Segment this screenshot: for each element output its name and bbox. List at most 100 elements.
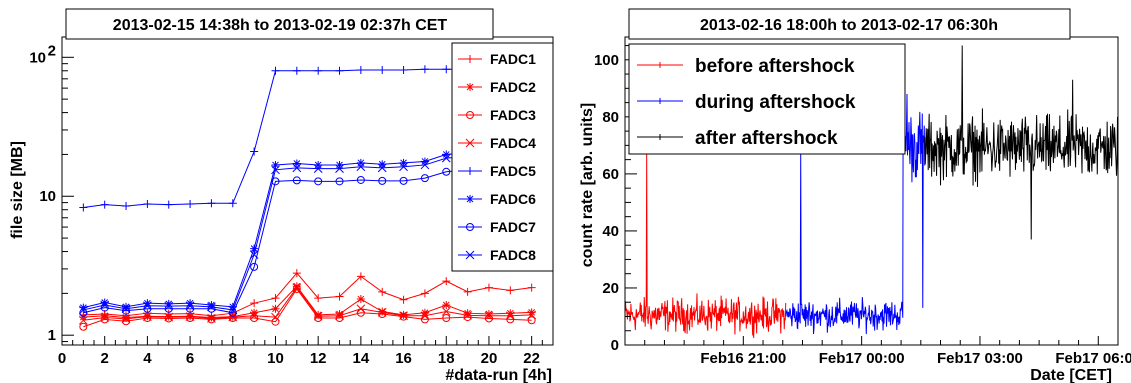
legend-label-fadc6: FADC6 [490,191,536,207]
point-fadc5-13 [335,66,344,75]
legend-marker-fadc3 [466,111,474,119]
point-fadc4-9 [249,311,259,321]
legend-label-before-aftershock: before aftershock [695,56,855,77]
y-tick-label-10: 10 [39,188,56,205]
legend-entry-fadc8: FADC8 [458,247,536,263]
point-fadc5-15 [378,66,387,75]
x-tick-label-14: 14 [353,350,370,367]
legend-marker-fadc4 [465,138,475,148]
file-size-x-axis-label: #data-run [4h] [445,367,552,383]
point-fadc4-3 [121,314,131,324]
y-tick-exponent: 2 [48,42,56,59]
legend-label-during-aftershock: during aftershock [695,92,856,113]
point-fadc4-20 [484,311,494,321]
point-fadc5-9 [250,147,259,156]
point-fadc7-14 [356,175,365,184]
point-fadc1-9 [250,299,259,308]
series-after-aftershock [924,45,1119,240]
point-fadc5-2 [100,200,109,209]
x-tick-label-feb17-06-00: Feb17 06:00 [1055,350,1131,367]
point-fadc7-9 [250,262,259,271]
line-fadc1 [83,272,532,317]
point-fadc8-8 [228,305,238,315]
point-fadc1-18 [442,277,451,286]
point-fadc6-9 [250,244,259,253]
point-fadc4-8 [228,312,238,322]
point-fadc8-15 [377,163,387,173]
count-rate-title-group: 2013-02-16 18:00h to 2013-02-17 06:30h [628,8,1071,40]
point-fadc6-12 [314,160,323,169]
point-fadc5-14 [356,66,365,75]
point-fadc1-14 [356,272,365,281]
point-fadc8-5 [164,301,174,311]
point-fadc7-10 [271,177,280,186]
legend-label-fadc4: FADC4 [490,135,536,151]
y-tick-label-100: 10 [29,49,46,66]
point-fadc7-11 [292,176,301,185]
point-fadc3-8 [228,313,237,322]
point-fadc4-14 [356,304,366,314]
point-fadc5-4 [143,199,152,208]
point-fadc5-8 [228,199,237,208]
count-rate-title-box [628,8,1071,40]
point-fadc8-17 [420,160,430,170]
point-fadc1-17 [420,289,429,298]
y-tick-label-60: 60 [602,166,619,183]
point-fadc8-11 [292,163,302,173]
point-fadc5-3 [122,202,131,211]
point-fadc4-7 [207,314,216,323]
point-fadc1-21 [506,286,515,295]
point-fadc3-6 [186,313,195,322]
count-rate-chart-title: 2013-02-16 18:00h to 2013-02-17 06:30h [700,17,998,34]
legend-marker-fadc8 [465,250,475,260]
point-fadc8-6 [185,301,195,311]
point-fadc6-13 [335,160,344,169]
point-fadc3-12 [314,313,323,322]
file-size-title-group: 2013-02-15 14:38h to 2013-02-19 02:37h C… [65,8,494,40]
point-fadc3-20 [484,314,493,323]
y-tick-label-40: 40 [602,223,619,240]
point-fadc4-10 [271,312,280,322]
point-fadc4-17 [420,311,430,321]
point-fadc3-15 [378,310,387,319]
point-fadc7-5 [164,304,173,313]
point-fadc4-18 [441,307,451,316]
point-fadc8-16 [399,162,408,172]
point-fadc3-11 [292,285,301,294]
point-fadc4-4 [143,312,152,321]
point-fadc5-10 [271,66,280,75]
point-fadc2-16 [399,310,408,319]
y-tick-label-100: 100 [594,52,619,69]
point-fadc8-18 [441,153,451,163]
point-fadc4-1 [78,315,88,325]
point-fadc8-12 [313,164,323,173]
line-fadc3 [83,288,532,328]
x-tick-label-12: 12 [310,350,327,367]
point-fadc1-15 [378,287,387,296]
series-during-aftershock [785,94,926,335]
point-fadc3-1 [79,322,88,331]
legend-label-fadc3: FADC3 [490,107,536,123]
point-fadc8-2 [100,300,110,310]
point-fadc3-16 [399,312,408,321]
point-fadc5-17 [420,65,429,74]
series-fadc4 [78,283,537,325]
point-fadc8-10 [271,165,280,175]
point-fadc4-11 [292,283,302,292]
x-tick-label-16: 16 [395,350,412,367]
legend-entry-fadc2: FADC2 [458,79,536,95]
point-fadc4-15 [377,308,387,317]
y-tick-label-1: 1 [48,327,56,344]
trace-before-aftershock [624,153,787,339]
point-fadc8-3 [121,304,131,314]
point-fadc8-14 [356,162,366,172]
x-tick-label-2: 2 [101,350,109,367]
legend-label-fadc2: FADC2 [490,79,536,95]
point-fadc5-11 [292,66,301,75]
legend-entry-fadc5: FADC5 [458,163,536,179]
point-fadc4-6 [185,312,195,321]
point-fadc1-11 [292,269,301,278]
legend-label-fadc7: FADC7 [490,219,536,235]
legend-marker-fadc2 [466,83,474,91]
point-fadc6-17 [420,157,429,166]
